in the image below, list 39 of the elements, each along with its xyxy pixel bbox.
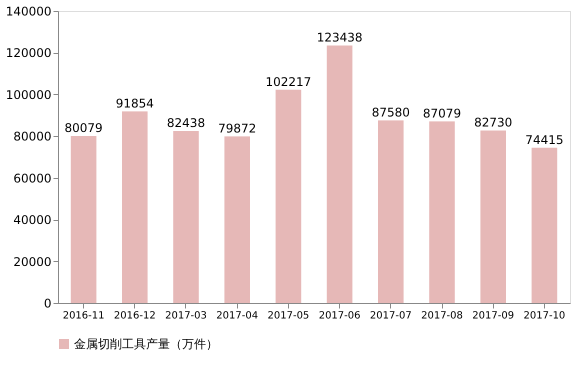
- x-tick-label: 2017-08: [421, 310, 463, 322]
- bar: [532, 148, 558, 303]
- x-tick-label: 2017-03: [165, 310, 207, 322]
- y-tick-label: 20000: [13, 254, 52, 269]
- bar: [276, 90, 302, 303]
- y-tick-label: 140000: [6, 4, 52, 18]
- bar: [224, 136, 250, 303]
- y-tick-label: 60000: [13, 171, 52, 186]
- x-tick-label: 2016-11: [62, 310, 104, 322]
- legend-label: 金属切削工具产量（万件）: [74, 337, 218, 351]
- bar: [326, 46, 352, 303]
- bar: [429, 121, 455, 303]
- x-tick-label: 2017-07: [370, 310, 412, 322]
- y-tick-label: 80000: [13, 130, 52, 144]
- y-tick-label: 120000: [6, 46, 52, 60]
- bar: [122, 111, 148, 303]
- x-tick-label: 2017-06: [318, 310, 360, 322]
- bar: [378, 120, 404, 303]
- bar: [480, 130, 506, 303]
- data-label: 82438: [166, 116, 206, 130]
- x-tick-label: 2017-10: [524, 310, 566, 322]
- data-label: 80079: [64, 120, 103, 135]
- data-label: 123438: [316, 30, 363, 45]
- x-tick-label: 2016-12: [114, 310, 156, 322]
- bar: [173, 131, 199, 303]
- data-label: 87079: [422, 106, 462, 120]
- data-label: 82730: [474, 115, 512, 130]
- data-label: 91854: [116, 96, 154, 110]
- y-tick-label: 100000: [6, 88, 52, 102]
- x-tick-label: 2017-05: [268, 310, 310, 322]
- data-label: 87580: [372, 105, 410, 120]
- data-label: 102217: [265, 74, 312, 89]
- y-tick-label: 0: [44, 296, 52, 310]
- data-label: 74415: [525, 132, 564, 147]
- data-label: 79872: [218, 121, 256, 136]
- bar: [70, 136, 96, 303]
- x-tick-label: 2017-04: [216, 310, 258, 322]
- x-tick-label: 2017-09: [472, 310, 514, 322]
- y-tick-label: 40000: [13, 213, 52, 228]
